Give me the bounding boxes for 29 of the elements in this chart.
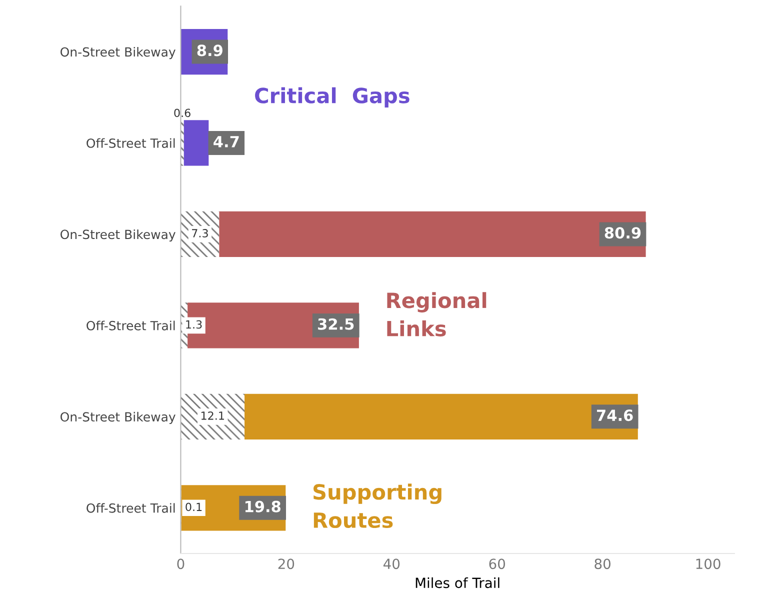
data-label: 32.5 [318, 318, 354, 330]
data-label: 12.1 [201, 411, 224, 420]
data-label: 7.3 [192, 229, 208, 238]
x-axis-title: Miles of Trail [416, 577, 500, 588]
data-label: 19.8 [245, 500, 280, 512]
x-tick-label: 80 [594, 558, 610, 570]
data-label: 0.1 [186, 502, 202, 512]
y-tick-label: Off-Street Trail [86, 503, 175, 513]
annotation: Regional Links [387, 292, 486, 336]
annotation: Supporting Routes [314, 484, 442, 528]
data-label: 0.6 [174, 108, 190, 118]
x-tick-label: 40 [383, 558, 400, 570]
y-tick-label: On-Street Bikeway [60, 412, 176, 424]
x-tick-label: 100 [696, 558, 720, 570]
data-label: 8.9 [197, 44, 222, 56]
x-tick-label: 0 [177, 558, 184, 570]
y-tick-label: Off-Street Trail [86, 138, 175, 148]
data-label: 74.6 [597, 410, 633, 422]
data-label: 80.9 [604, 227, 641, 239]
y-tick-label: On-Street Bikeway [60, 47, 176, 60]
y-tick-label: On-Street Bikeway [60, 229, 176, 242]
data-label: 4.7 [214, 136, 239, 148]
bar [219, 211, 646, 258]
data-label: 1.3 [186, 320, 202, 329]
bar [244, 394, 638, 440]
x-tick-label: 20 [278, 558, 294, 570]
annotation: Critical Gaps [255, 87, 410, 108]
y-tick-label: Off-Street Trail [86, 320, 175, 330]
x-tick-label: 60 [489, 558, 506, 570]
